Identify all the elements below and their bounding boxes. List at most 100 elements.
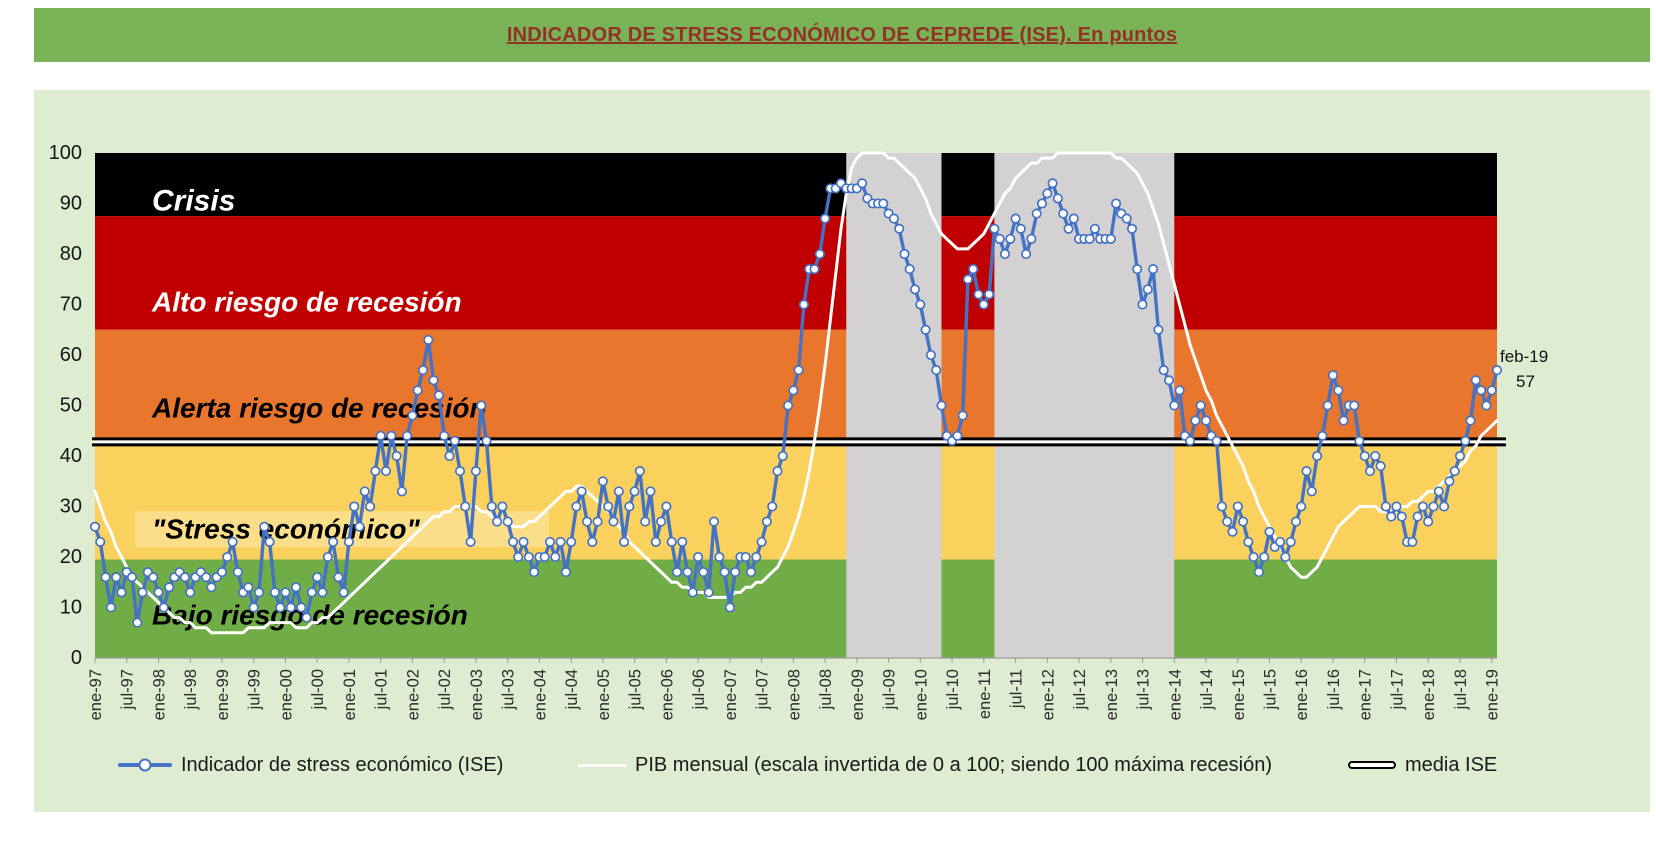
ise-marker bbox=[1444, 476, 1455, 487]
ise-marker bbox=[888, 213, 899, 224]
ise-marker bbox=[1359, 450, 1370, 462]
ise-line-icon bbox=[118, 758, 172, 772]
legend-label-media: media ISE bbox=[1405, 753, 1498, 776]
ise-marker bbox=[878, 198, 889, 209]
ise-marker bbox=[206, 582, 217, 593]
ise-marker bbox=[280, 587, 291, 598]
y-tick-label: 90 bbox=[60, 193, 82, 215]
ise-marker bbox=[613, 486, 624, 497]
ise-marker bbox=[290, 582, 302, 593]
ise-marker bbox=[1052, 193, 1063, 204]
ise-marker bbox=[100, 572, 111, 583]
ise-marker bbox=[1111, 198, 1122, 209]
ise-marker bbox=[476, 400, 487, 411]
pib-line-icon bbox=[578, 763, 626, 767]
ise-marker bbox=[1327, 370, 1339, 381]
ise-marker bbox=[687, 587, 698, 598]
ise-marker bbox=[968, 264, 979, 275]
ise-marker bbox=[592, 516, 603, 527]
ise-marker bbox=[343, 536, 354, 547]
ise-marker bbox=[1105, 233, 1116, 244]
ise-marker bbox=[1084, 233, 1095, 244]
ise-marker bbox=[915, 299, 926, 310]
x-tick-label: ene-05 bbox=[595, 669, 613, 720]
ise-marker bbox=[740, 551, 751, 563]
ise-marker bbox=[1058, 208, 1069, 219]
chart-legend: Indicador de stress económico (ISE) PIB … bbox=[34, 750, 1650, 790]
ise-marker bbox=[264, 536, 275, 547]
ise-marker bbox=[201, 572, 212, 583]
x-tick-label: ene-18 bbox=[1420, 669, 1438, 720]
x-tick-label: ene-01 bbox=[341, 669, 359, 720]
ise-marker-icon bbox=[138, 758, 152, 772]
x-tick-label: ene-07 bbox=[722, 669, 740, 720]
ise-marker bbox=[497, 501, 508, 512]
y-tick-label: 80 bbox=[60, 243, 82, 265]
x-tick-label: jul-10 bbox=[944, 669, 962, 710]
ise-marker bbox=[1290, 516, 1302, 527]
zone-alto-riesgo-de-recesion bbox=[95, 216, 1497, 330]
ise-marker bbox=[640, 516, 651, 527]
ise-marker bbox=[978, 299, 989, 310]
ise-marker bbox=[248, 602, 259, 613]
ise-marker bbox=[698, 567, 709, 578]
y-tick-label: 20 bbox=[60, 546, 82, 568]
x-tick-label: jul-05 bbox=[627, 669, 645, 710]
ise-marker bbox=[529, 567, 540, 578]
ise-marker bbox=[650, 536, 661, 547]
ise-marker bbox=[666, 536, 677, 547]
ise-marker bbox=[454, 466, 466, 477]
ise-marker bbox=[1021, 248, 1032, 260]
zone-label-stress-economico: "Stress económico" bbox=[152, 514, 420, 545]
ise-marker bbox=[761, 516, 772, 527]
ise-marker bbox=[1333, 385, 1344, 396]
ise-marker bbox=[306, 587, 317, 598]
ise-marker bbox=[1306, 486, 1317, 497]
x-tick-label: ene-17 bbox=[1357, 669, 1375, 720]
x-tick-label: jul-97 bbox=[119, 669, 137, 710]
ise-marker bbox=[1491, 365, 1503, 376]
y-tick-label: 0 bbox=[71, 647, 82, 669]
ise-chart: Crisis Alto riesgo de recesión Alerta ries… bbox=[49, 142, 1549, 720]
ise-marker bbox=[328, 536, 339, 547]
ise-marker bbox=[1296, 501, 1307, 512]
ise-marker bbox=[333, 572, 344, 583]
ise-marker bbox=[105, 602, 116, 613]
x-tick-label: ene-98 bbox=[150, 669, 168, 720]
ise-marker bbox=[354, 521, 365, 532]
x-tick-label: jul-04 bbox=[563, 669, 581, 710]
ise-marker bbox=[1190, 415, 1201, 426]
ise-marker bbox=[1126, 223, 1138, 234]
ise-marker bbox=[417, 365, 429, 376]
zone-label-highlight bbox=[135, 511, 549, 548]
legend-label-pib: PIB mensual (escala invertida de 0 a 100… bbox=[635, 753, 1273, 776]
zone-bajo-riesgo-de-recesion bbox=[95, 559, 1497, 658]
ise-marker bbox=[89, 521, 101, 532]
ise-marker bbox=[624, 501, 635, 512]
y-tick-label: 60 bbox=[60, 344, 82, 366]
ise-marker bbox=[1465, 415, 1476, 426]
ise-marker bbox=[1386, 511, 1397, 522]
ise-marker bbox=[1163, 375, 1175, 386]
ise-marker bbox=[1174, 385, 1185, 396]
ise-marker bbox=[232, 567, 243, 578]
ise-marker bbox=[1364, 466, 1376, 477]
pib-line bbox=[93, 151, 1499, 635]
ise-marker bbox=[999, 248, 1011, 260]
ise-marker bbox=[465, 536, 476, 547]
y-tick-label: 10 bbox=[60, 597, 82, 619]
ise-marker bbox=[560, 567, 571, 578]
x-tick-label: ene-16 bbox=[1293, 669, 1311, 720]
ise-marker bbox=[1015, 223, 1026, 234]
ise-marker bbox=[555, 536, 566, 547]
x-tick-label: jul-13 bbox=[1135, 669, 1153, 710]
ise-marker bbox=[1264, 526, 1275, 537]
ise-marker bbox=[566, 536, 577, 547]
x-tick-label: ene-10 bbox=[912, 669, 930, 720]
ise-marker bbox=[619, 536, 630, 547]
x-tick-label: ene-08 bbox=[785, 669, 803, 720]
ise-marker bbox=[412, 385, 423, 396]
ise-marker bbox=[396, 486, 407, 497]
plot-area: Crisis Alto riesgo de recesión Alerta ries… bbox=[49, 142, 1506, 720]
